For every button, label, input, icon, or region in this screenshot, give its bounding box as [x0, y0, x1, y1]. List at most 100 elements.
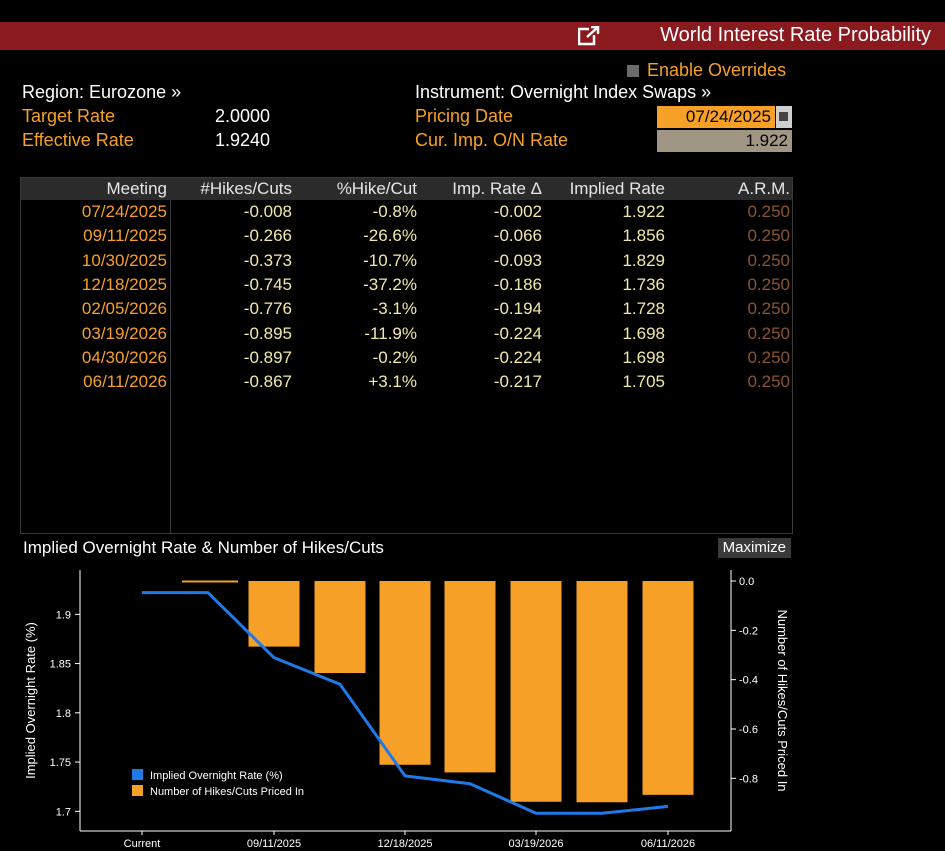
title-bar: World Interest Rate Probability [0, 22, 945, 50]
hikes-cuts: -0.867 [243, 372, 292, 392]
target-rate-label: Target Rate [22, 106, 116, 126]
imp-rate-delta: -0.224 [493, 347, 542, 367]
hikes-cuts: -0.897 [243, 347, 292, 367]
left-axis-title: Implied Overnight Rate (%) [23, 622, 38, 779]
right-tick-label: -0.2 [739, 625, 758, 637]
pct-hike-cut: -10.7% [363, 250, 417, 270]
x-tick-label: 12/18/2025 [377, 838, 432, 850]
legend-swatch-bar [132, 785, 143, 796]
col-header-pct-hike-cut[interactable]: %Hike/Cut [336, 179, 417, 198]
implied-rate: 1.698 [622, 323, 665, 343]
implied-rate: 1.736 [622, 274, 665, 294]
bar [248, 581, 300, 647]
x-tick-label: 06/11/2026 [641, 838, 695, 850]
effective-rate-value: 1.9240 [215, 130, 271, 150]
arm-value: 0.250 [747, 372, 790, 392]
bar [510, 581, 562, 802]
popout-icon[interactable] [578, 26, 600, 46]
implied-rate: 1.922 [622, 202, 665, 221]
arm-value: 0.250 [747, 299, 790, 319]
meeting-date: 07/24/2025 [81, 202, 167, 221]
meeting-date: 09/11/2025 [83, 226, 167, 246]
right-axis-title: Number of Hikes/Cuts Priced In [775, 609, 790, 791]
meeting-date: 03/19/2026 [81, 323, 167, 343]
arm-value: 0.250 [747, 202, 790, 221]
implied-rate: 1.698 [622, 347, 665, 367]
pct-hike-cut: -0.2% [372, 347, 417, 367]
window-title: World Interest Rate Probability [660, 24, 931, 46]
column-divider [170, 200, 171, 534]
table-row[interactable]: 04/30/2026 -0.897 -0.2% -0.224 1.698 0.250 [21, 348, 792, 372]
imp-rate-delta: -0.002 [493, 202, 542, 221]
table-row[interactable]: 06/11/2026 -0.867 +3.1% -0.217 1.705 0.250 [21, 372, 792, 396]
enable-overrides-label: Enable Overrides [647, 60, 787, 80]
enable-overrides-checkbox[interactable]: Enable Overrides [627, 60, 786, 81]
table-row[interactable]: 02/05/2026 -0.776 -3.1% -0.194 1.728 0.250 [21, 299, 792, 323]
right-tick-label: -0.8 [739, 773, 758, 785]
arm-value: 0.250 [747, 323, 790, 343]
x-tick-label: Current [124, 838, 161, 850]
arm-value: 0.250 [747, 347, 790, 367]
imp-rate-delta: -0.093 [493, 250, 542, 270]
legend-swatch-line [132, 769, 143, 780]
hikes-cuts: -0.745 [243, 274, 292, 294]
effective-rate-label: Effective Rate [22, 130, 134, 150]
rate-chart: 1.9 1.85 1.8 1.75 1.7 0.0 -0.2 -0.4 -0.6 -0.8 Curr… [23, 570, 790, 850]
left-tick-label: 1.9 [56, 609, 71, 621]
imp-rate-delta: -0.186 [493, 274, 542, 294]
table-row[interactable]: 03/19/2026 -0.895 -11.9% -0.224 1.698 0.250 [21, 324, 792, 348]
table-row[interactable]: 12/18/2025 -0.745 -37.2% -0.186 1.736 0.250 [21, 275, 792, 299]
cur-imp-rate-label: Cur. Imp. O/N Rate [415, 130, 569, 150]
table-row[interactable]: 07/24/2025 -0.008 -0.8% -0.002 1.922 0.250 [21, 202, 792, 226]
arm-value: 0.250 [747, 226, 790, 246]
table-row[interactable]: 10/30/2025 -0.373 -10.7% -0.093 1.829 0.250 [21, 251, 792, 275]
col-header-hikes-cuts[interactable]: #Hikes/Cuts [200, 179, 292, 198]
bar [642, 581, 694, 795]
pricing-date-label: Pricing Date [415, 106, 514, 126]
hikes-cuts: -0.373 [243, 250, 292, 270]
implied-rate-line [142, 591, 669, 815]
legend-label-line: Implied Overnight Rate (%) [150, 770, 283, 782]
implied-rate: 1.705 [622, 372, 665, 392]
table-row[interactable]: 09/11/2025 -0.266 -26.6% -0.066 1.856 0.250 [21, 226, 792, 250]
hikes-cuts: -0.008 [243, 202, 292, 221]
chart-title: Implied Overnight Rate & Number of Hikes… [23, 538, 384, 557]
arm-value: 0.250 [747, 250, 790, 270]
pct-hike-cut: -11.9% [364, 323, 417, 343]
checkbox-box[interactable] [627, 64, 639, 77]
bar [444, 581, 496, 773]
maximize-button[interactable]: Maximize [717, 538, 791, 558]
imp-rate-delta: -0.066 [493, 226, 542, 246]
pct-hike-cut: +3.1% [368, 372, 417, 392]
left-tick-label: 1.75 [50, 757, 71, 769]
bar [182, 580, 238, 583]
implied-rate: 1.856 [622, 226, 665, 246]
hikes-cuts: -0.266 [243, 226, 292, 246]
imp-rate-delta: -0.224 [493, 323, 542, 343]
hikes-cuts: -0.776 [243, 299, 292, 319]
meeting-date: 04/30/2026 [81, 347, 167, 367]
chart-area: 1.9 1.85 1.8 1.75 1.7 0.0 -0.2 -0.4 -0.6 -0.8 Curr… [20, 561, 793, 851]
calendar-icon[interactable] [776, 106, 792, 128]
cur-imp-rate-input[interactable]: 1.922 [657, 130, 792, 152]
col-header-implied-rate[interactable]: Implied Rate [569, 179, 665, 198]
right-tick-label: -0.6 [739, 724, 758, 736]
col-header-imp-rate-delta[interactable]: Imp. Rate Δ [452, 179, 542, 198]
pct-hike-cut: -26.6% [363, 226, 417, 246]
x-tick-label: 03/19/2026 [508, 838, 563, 850]
col-header-meeting[interactable]: Meeting [106, 179, 167, 198]
pricing-date-input[interactable]: 07/24/2025 [657, 106, 775, 128]
pct-hike-cut: -3.1% [372, 299, 417, 319]
target-rate-value: 2.0000 [215, 106, 271, 126]
col-header-arm[interactable]: A.R.M. [738, 179, 790, 198]
pct-hike-cut: -0.8% [372, 202, 417, 221]
imp-rate-delta: -0.217 [493, 372, 542, 392]
implied-rate: 1.728 [622, 299, 665, 319]
meeting-date: 02/05/2026 [81, 299, 167, 319]
instrument-selector[interactable]: Instrument: Overnight Index Swaps » [415, 82, 712, 102]
region-selector[interactable]: Region: Eurozone » [22, 82, 182, 102]
legend-background [128, 763, 343, 803]
arm-value: 0.250 [747, 274, 790, 294]
chart-header: Implied Overnight Rate & Number of Hikes… [20, 536, 793, 560]
implied-rate: 1.829 [622, 250, 665, 270]
